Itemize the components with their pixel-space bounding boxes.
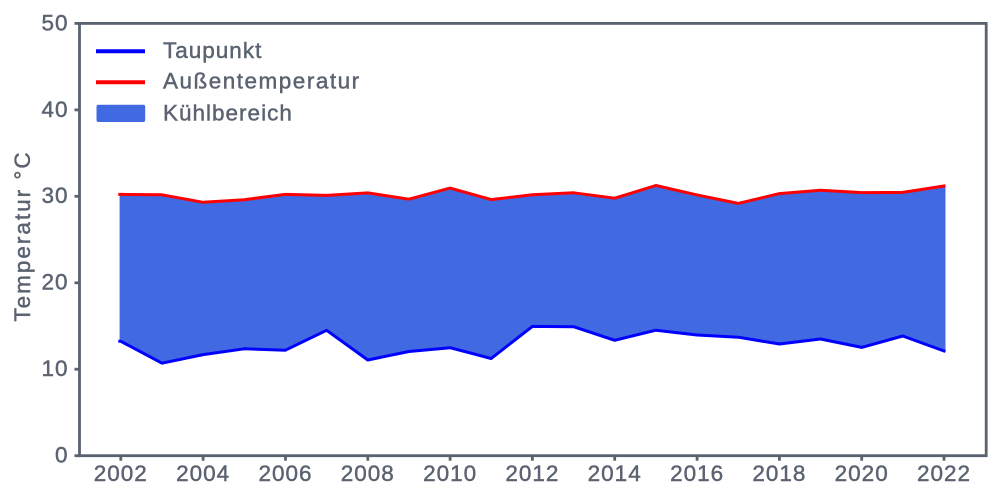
svg-text:40: 40: [41, 97, 68, 122]
svg-text:2020: 2020: [835, 461, 889, 486]
svg-text:Temperatur °C: Temperatur °C: [10, 150, 35, 321]
svg-text:2006: 2006: [258, 461, 312, 486]
svg-text:20: 20: [41, 270, 68, 295]
svg-text:Kühlbereich: Kühlbereich: [163, 100, 293, 125]
svg-text:10: 10: [41, 356, 68, 381]
svg-text:2008: 2008: [341, 461, 395, 486]
svg-text:2022: 2022: [917, 461, 971, 486]
svg-text:2016: 2016: [670, 461, 724, 486]
svg-text:2004: 2004: [176, 461, 230, 486]
svg-text:2018: 2018: [752, 461, 806, 486]
svg-text:2012: 2012: [505, 461, 559, 486]
svg-text:0: 0: [55, 443, 69, 468]
svg-text:2010: 2010: [423, 461, 477, 486]
svg-text:Taupunkt: Taupunkt: [163, 38, 262, 63]
svg-text:30: 30: [41, 183, 68, 208]
svg-text:Außentemperatur: Außentemperatur: [163, 69, 361, 94]
svg-text:2002: 2002: [94, 461, 148, 486]
svg-text:50: 50: [41, 10, 68, 35]
svg-text:2014: 2014: [588, 461, 642, 486]
